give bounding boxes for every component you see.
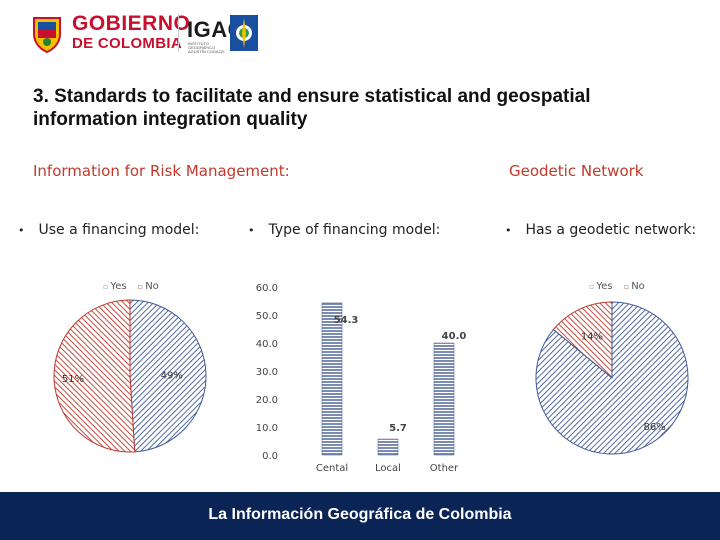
legend-no: ▫ No bbox=[138, 281, 159, 292]
footer-band: La Información Geográfica de Colombia bbox=[0, 492, 720, 540]
geodetic-network-heading: Geodetic Network bbox=[509, 162, 644, 180]
logo-bar: GOBIERNO DE COLOMBIA IGAC INSTITUTO GEOG… bbox=[0, 0, 720, 70]
geodetic-pie-legend: ▫ Yes ▫ No bbox=[589, 281, 653, 292]
pie-data-label-no: 51% bbox=[62, 374, 84, 385]
gobierno-line2: DE COLOMBIA bbox=[72, 35, 182, 52]
legend-no-swatch-icon: ▫ bbox=[137, 282, 144, 291]
x-tick-label: Cental bbox=[316, 463, 348, 474]
y-tick-label: 20.0 bbox=[256, 395, 278, 406]
bar-local bbox=[377, 438, 399, 456]
legend-no-label: No bbox=[145, 281, 159, 292]
legend-yes-label: Yes bbox=[596, 281, 613, 292]
financing-type-bar-chart: 0.0 10.0 20.0 30.0 40.0 50.0 60.0 54.3 Cental 5.7… bbox=[256, 283, 467, 474]
financing-pie-legend: ▫ Yes ▫ No bbox=[103, 281, 167, 292]
y-tick-label: 30.0 bbox=[256, 367, 278, 378]
legend-yes-label: Yes bbox=[110, 281, 127, 292]
risk-management-heading: Information for Risk Management: bbox=[33, 162, 290, 180]
igac-subtitle: INSTITUTO GEOGRÁFICO AGUSTÍN CODAZZI bbox=[188, 41, 225, 54]
financing-model-pie-chart: 49% 51% bbox=[53, 299, 207, 453]
bullet-geodetic-network-text: Has a geodetic network: bbox=[525, 222, 697, 238]
bullet-financing-model: • Use a financing model: bbox=[18, 222, 199, 238]
y-tick-label: 0.0 bbox=[262, 451, 278, 462]
bullet-dot-icon: • bbox=[505, 224, 512, 237]
pie-data-label-no: 14% bbox=[581, 331, 603, 342]
page-title: 3. Standards to facilitate and ensure st… bbox=[33, 86, 591, 130]
legend-no-label: No bbox=[631, 281, 645, 292]
x-tick-label: Other bbox=[430, 463, 459, 474]
x-tick-label: Local bbox=[375, 463, 401, 474]
bullet-geodetic-network: • Has a geodetic network: bbox=[505, 222, 696, 238]
igac-emblem-icon bbox=[230, 15, 258, 51]
colombia-coat-of-arms-icon bbox=[33, 17, 61, 54]
gobierno-de-colombia-logo: GOBIERNO DE COLOMBIA bbox=[72, 12, 191, 54]
legend-yes: ▫ Yes bbox=[589, 281, 613, 292]
bullet-type-financing-text: Type of financing model: bbox=[268, 222, 441, 238]
y-tick-label: 40.0 bbox=[256, 339, 278, 350]
legend-no: ▫ No bbox=[624, 281, 645, 292]
legend-yes-swatch-icon: ▫ bbox=[589, 282, 595, 291]
pie-slice-no bbox=[53, 299, 136, 453]
y-tick-label: 60.0 bbox=[256, 283, 278, 294]
legend-no-swatch-icon: ▫ bbox=[623, 282, 630, 291]
bar-data-label: 40.0 bbox=[442, 331, 467, 342]
bar-data-label: 54.3 bbox=[334, 315, 359, 326]
bullet-type-financing: • Type of financing model: bbox=[248, 222, 440, 238]
pie-slice-yes bbox=[129, 299, 207, 453]
pie-slice-no bbox=[552, 301, 613, 380]
bar-other bbox=[433, 342, 455, 456]
bullet-financing-model-text: Use a financing model: bbox=[38, 222, 200, 238]
logo-divider bbox=[178, 14, 179, 52]
gobierno-line1: GOBIERNO bbox=[72, 12, 191, 35]
geodetic-network-pie-chart: 14% 86% bbox=[535, 301, 689, 455]
footer-slogan: La Información Geográfica de Colombia bbox=[208, 506, 512, 523]
bullet-dot-icon: • bbox=[18, 224, 25, 237]
legend-yes-swatch-icon: ▫ bbox=[103, 282, 109, 291]
bar-data-label: 5.7 bbox=[389, 423, 407, 434]
legend-yes: ▫ Yes bbox=[103, 281, 127, 292]
pie-data-label-yes: 86% bbox=[644, 422, 666, 433]
pie-slice-yes bbox=[535, 301, 689, 455]
y-tick-label: 10.0 bbox=[256, 423, 278, 434]
pie-data-label-yes: 49% bbox=[161, 371, 183, 382]
bullet-dot-icon: • bbox=[248, 224, 255, 237]
bar-cental bbox=[321, 302, 343, 456]
y-tick-label: 50.0 bbox=[256, 311, 278, 322]
